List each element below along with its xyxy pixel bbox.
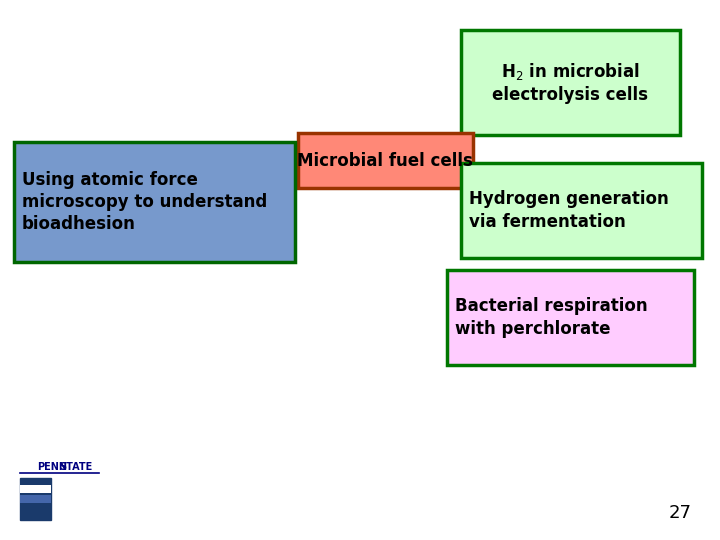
- Text: Bacterial respiration
with perchlorate: Bacterial respiration with perchlorate: [455, 298, 648, 338]
- FancyBboxPatch shape: [461, 30, 680, 135]
- FancyBboxPatch shape: [447, 270, 693, 365]
- Text: Hydrogen generation
via fermentation: Hydrogen generation via fermentation: [469, 191, 669, 231]
- FancyBboxPatch shape: [19, 495, 51, 503]
- FancyBboxPatch shape: [19, 485, 51, 493]
- FancyBboxPatch shape: [19, 478, 51, 520]
- FancyBboxPatch shape: [14, 142, 294, 262]
- Text: STATE: STATE: [59, 462, 92, 472]
- Text: H$_2$ in microbial
electrolysis cells: H$_2$ in microbial electrolysis cells: [492, 61, 649, 104]
- FancyBboxPatch shape: [297, 133, 473, 188]
- Text: PENN: PENN: [37, 462, 68, 472]
- FancyBboxPatch shape: [461, 163, 703, 258]
- Text: Microbial fuel cells: Microbial fuel cells: [297, 152, 473, 170]
- Text: Using atomic force
microscopy to understand
bioadhesion: Using atomic force microscopy to underst…: [22, 171, 267, 233]
- Text: 27: 27: [669, 504, 692, 522]
